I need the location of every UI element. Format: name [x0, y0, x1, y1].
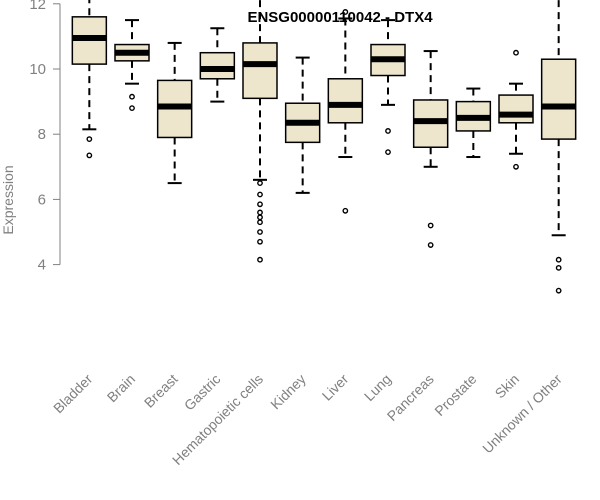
outlier-point [427, 242, 434, 248]
outlier-point [257, 229, 263, 235]
x-tick-label: Gastric [181, 371, 224, 414]
box-bladder [71, 0, 108, 159]
outlier-point [257, 219, 263, 226]
iqr-box [327, 78, 364, 124]
iqr-box [498, 94, 534, 124]
y-tick-label: 4 [38, 257, 46, 274]
box-hematopoietic-cells [242, 0, 278, 263]
outlier-point [427, 222, 434, 229]
outlier-point [257, 191, 263, 198]
outlier-point [257, 180, 263, 187]
outlier-point [129, 93, 135, 100]
box-unknown-other [540, 0, 577, 294]
x-tick-label: Breast [141, 371, 181, 411]
outlier-point [257, 256, 263, 263]
x-tick-label: Lung [361, 371, 394, 404]
outlier-point [555, 287, 562, 294]
outlier-point [513, 163, 519, 170]
x-tick-label: Pancreas [384, 371, 437, 424]
box-gastric [199, 27, 236, 103]
x-tick-label: Brain [104, 371, 138, 405]
iqr-box [199, 51, 236, 80]
y-tick-label: 8 [38, 126, 46, 143]
box-skin [498, 49, 534, 170]
outlier-point [555, 264, 562, 271]
y-tick-label: 10 [29, 61, 46, 78]
y-axis: 4 6 8 10 12 [29, 0, 61, 274]
y-tick-label: 12 [29, 0, 46, 13]
box-liver [327, 9, 364, 214]
outlier-point [257, 214, 263, 221]
box-breast [156, 41, 193, 185]
outlier-point [129, 105, 135, 112]
outlier-point [86, 136, 93, 142]
box-brain [114, 19, 150, 112]
y-tick-label: 6 [38, 191, 46, 208]
y-axis-label: Expression [0, 165, 16, 234]
outlier-point [86, 152, 93, 159]
x-tick-label: Prostate [431, 371, 479, 419]
outlier-point [257, 201, 263, 208]
outlier-point [513, 49, 519, 56]
outlier-point [385, 149, 391, 156]
outlier-point [257, 238, 263, 245]
box-lung [370, 19, 406, 156]
x-tick-label: Bladder [50, 371, 96, 417]
box-pancreas [412, 50, 449, 248]
x-tick-label: Skin [492, 371, 523, 402]
iqr-box [242, 42, 278, 100]
outlier-point [385, 128, 391, 134]
box-prostate [455, 87, 492, 159]
outlier-point [257, 209, 263, 216]
outlier-point [342, 207, 349, 214]
x-tick-label: Kidney [267, 371, 309, 413]
iqr-box [540, 58, 577, 140]
x-tick-label: Liver [319, 371, 352, 404]
x-tick-label: Unknown / Other [479, 371, 565, 457]
outlier-point [342, 9, 349, 15]
boxes-group [71, 0, 577, 294]
outlier-point [555, 256, 562, 263]
box-kidney [284, 56, 321, 194]
